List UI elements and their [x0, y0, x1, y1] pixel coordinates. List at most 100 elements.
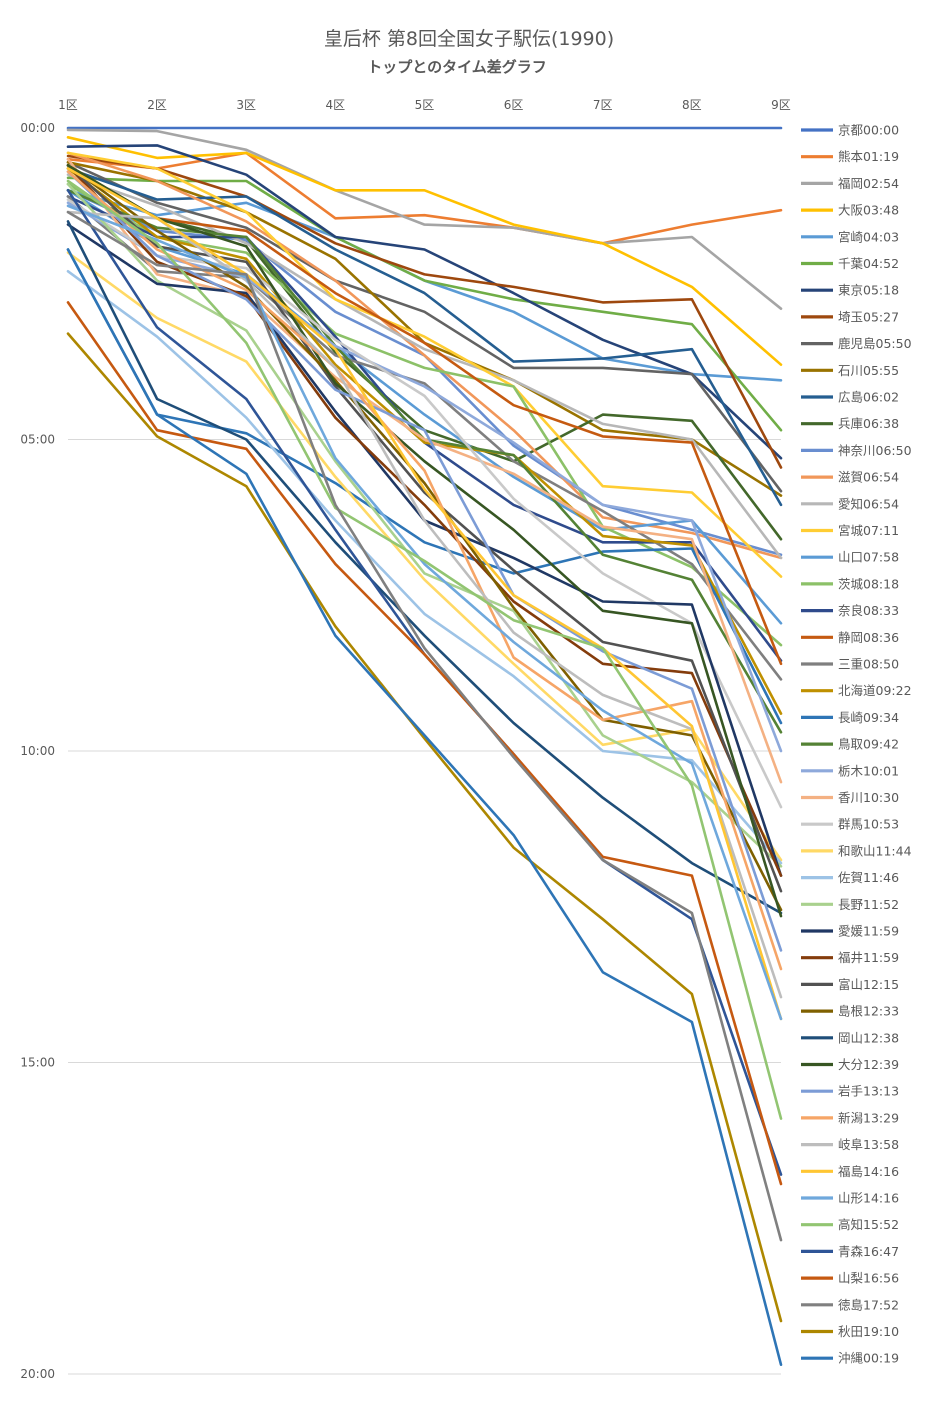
- legend-label: 高知15:52: [838, 1217, 899, 1232]
- gridlines: [68, 127, 781, 1375]
- legend-label: 岡山12:38: [838, 1030, 899, 1045]
- legend-label: 徳島17:52: [838, 1297, 899, 1312]
- legend-item: 長崎09:34: [801, 710, 899, 725]
- legend-label: 青森16:47: [838, 1244, 899, 1259]
- y-tick-label: 10:00: [20, 744, 55, 758]
- series-lines: [66, 126, 783, 1366]
- legend-label: 佐賀11:46: [838, 870, 899, 885]
- series-line-8: [66, 161, 783, 493]
- legend-item: 群馬10:53: [801, 817, 899, 832]
- y-tick-label: 05:00: [20, 433, 55, 447]
- legend-label: 長野11:52: [838, 897, 899, 912]
- series-line-25: [66, 157, 783, 784]
- legend-label: 鳥取09:42: [838, 737, 899, 752]
- legend-item: 山口07:58: [801, 550, 899, 565]
- legend-item: 青森16:47: [801, 1244, 899, 1259]
- legend-label: 秋田19:10: [838, 1324, 899, 1339]
- legend-item: 栃木10:01: [801, 763, 899, 778]
- x-axis-tick-labels: 1区 2区 3区 4区 5区 6区 7区 8区 9区: [58, 98, 791, 112]
- x-tick-label: 2区: [147, 98, 167, 112]
- x-tick-label: 5区: [415, 98, 435, 112]
- series-line-17: [66, 182, 783, 647]
- series-line-28: [66, 269, 783, 865]
- legend-label: 長崎09:34: [838, 710, 899, 725]
- legend-label: 島根12:33: [838, 1004, 899, 1019]
- legend-item: 兵庫06:38: [801, 416, 899, 431]
- legend-item: 鹿児島05:50: [801, 336, 912, 351]
- legend-label: 福島14:16: [838, 1164, 899, 1179]
- legend-item: 奈良08:33: [801, 603, 899, 618]
- legend-label: 岐阜13:58: [838, 1137, 899, 1152]
- legend-label: 兵庫06:38: [838, 416, 899, 431]
- series-line-31: [66, 164, 783, 877]
- legend-label: 北海道09:22: [838, 683, 912, 698]
- legend-item: 佐賀11:46: [801, 870, 899, 885]
- legend-item: 秋田19:10: [801, 1324, 899, 1339]
- series-line-33: [66, 164, 783, 912]
- series-line-15: [66, 151, 783, 578]
- legend-label: 大阪03:48: [838, 203, 899, 218]
- series-line-14: [66, 173, 783, 560]
- legend-label: 新潟13:29: [838, 1110, 899, 1125]
- series-line-10: [66, 167, 783, 507]
- series-line-22: [66, 248, 783, 725]
- legend-item: 山形14:16: [801, 1191, 899, 1206]
- legend-item: 石川05:55: [801, 363, 899, 378]
- legend-item: 福島14:16: [801, 1164, 899, 1179]
- legend-label: 山梨16:56: [838, 1271, 899, 1286]
- x-tick-label: 9区: [771, 98, 791, 112]
- legend-item: 高知15:52: [801, 1217, 899, 1232]
- legend-label: 静岡08:36: [838, 630, 899, 645]
- legend-label: 山形14:16: [838, 1191, 899, 1206]
- legend-label: 石川05:55: [838, 363, 899, 378]
- legend-label: 富山12:15: [838, 977, 899, 992]
- legend-label: 愛知06:54: [838, 496, 899, 511]
- x-tick-label: 1区: [58, 98, 78, 112]
- x-tick-label: 8区: [682, 98, 702, 112]
- legend-item: 埼玉05:27: [801, 309, 899, 324]
- x-tick-label: 4区: [326, 98, 346, 112]
- legend-item: 東京05:18: [801, 283, 899, 298]
- legend-label: 広島06:02: [838, 390, 899, 405]
- legend-item: 三重08:50: [801, 657, 899, 672]
- legend-item: 岐阜13:58: [801, 1137, 899, 1152]
- legend-label: 山口07:58: [838, 550, 899, 565]
- series-line-7: [66, 154, 783, 469]
- legend-item: 広島06:02: [801, 390, 899, 405]
- series-line-37: [66, 170, 783, 971]
- y-tick-label: 15:00: [20, 1056, 55, 1070]
- legend-item: 富山12:15: [801, 977, 899, 992]
- legend-label: 香川10:30: [838, 790, 899, 805]
- legend-item: 北海道09:22: [801, 683, 912, 698]
- legend-label: 滋賀06:54: [838, 470, 899, 485]
- series-line-27: [66, 251, 783, 862]
- legend-label: 奈良08:33: [838, 603, 899, 618]
- legend-item: 神奈川06:50: [801, 443, 912, 458]
- legend-item: 岩手13:13: [801, 1084, 899, 1099]
- series-line-43: [66, 301, 783, 1186]
- legend-label: 岩手13:13: [838, 1084, 899, 1099]
- series-line-46: [66, 248, 783, 1366]
- legend-label: 千葉04:52: [838, 256, 899, 271]
- legend: 京都00:00 熊本01:19 福岡02:54 大阪03:48 宮崎04:03 千葉04:…: [801, 123, 912, 1366]
- legend-label: 大分12:39: [838, 1057, 899, 1072]
- y-tick-label: 00:00: [20, 121, 55, 135]
- legend-item: 福井11:59: [801, 950, 899, 965]
- legend-item: 大分12:39: [801, 1057, 899, 1072]
- legend-label: 栃木10:01: [838, 763, 899, 778]
- legend-item: 福岡02:54: [801, 176, 899, 191]
- legend-label: 宮城07:11: [838, 523, 899, 538]
- legend-label: 東京05:18: [838, 283, 899, 298]
- legend-item: 京都00:00: [801, 123, 899, 138]
- x-tick-label: 7区: [593, 98, 613, 112]
- series-line-29: [66, 182, 783, 868]
- legend-item: 沖縄00:19: [801, 1351, 899, 1366]
- series-line-21: [66, 167, 783, 715]
- legend-label: 熊本01:19: [838, 149, 899, 164]
- legend-label: 鹿児島05:50: [838, 336, 912, 351]
- series-line-13: [66, 151, 783, 560]
- legend-item: 宮崎04:03: [801, 229, 899, 244]
- legend-label: 三重08:50: [838, 657, 899, 672]
- chart-title: 皇后杯 第8回全国女子駅伝(1990): [324, 28, 614, 50]
